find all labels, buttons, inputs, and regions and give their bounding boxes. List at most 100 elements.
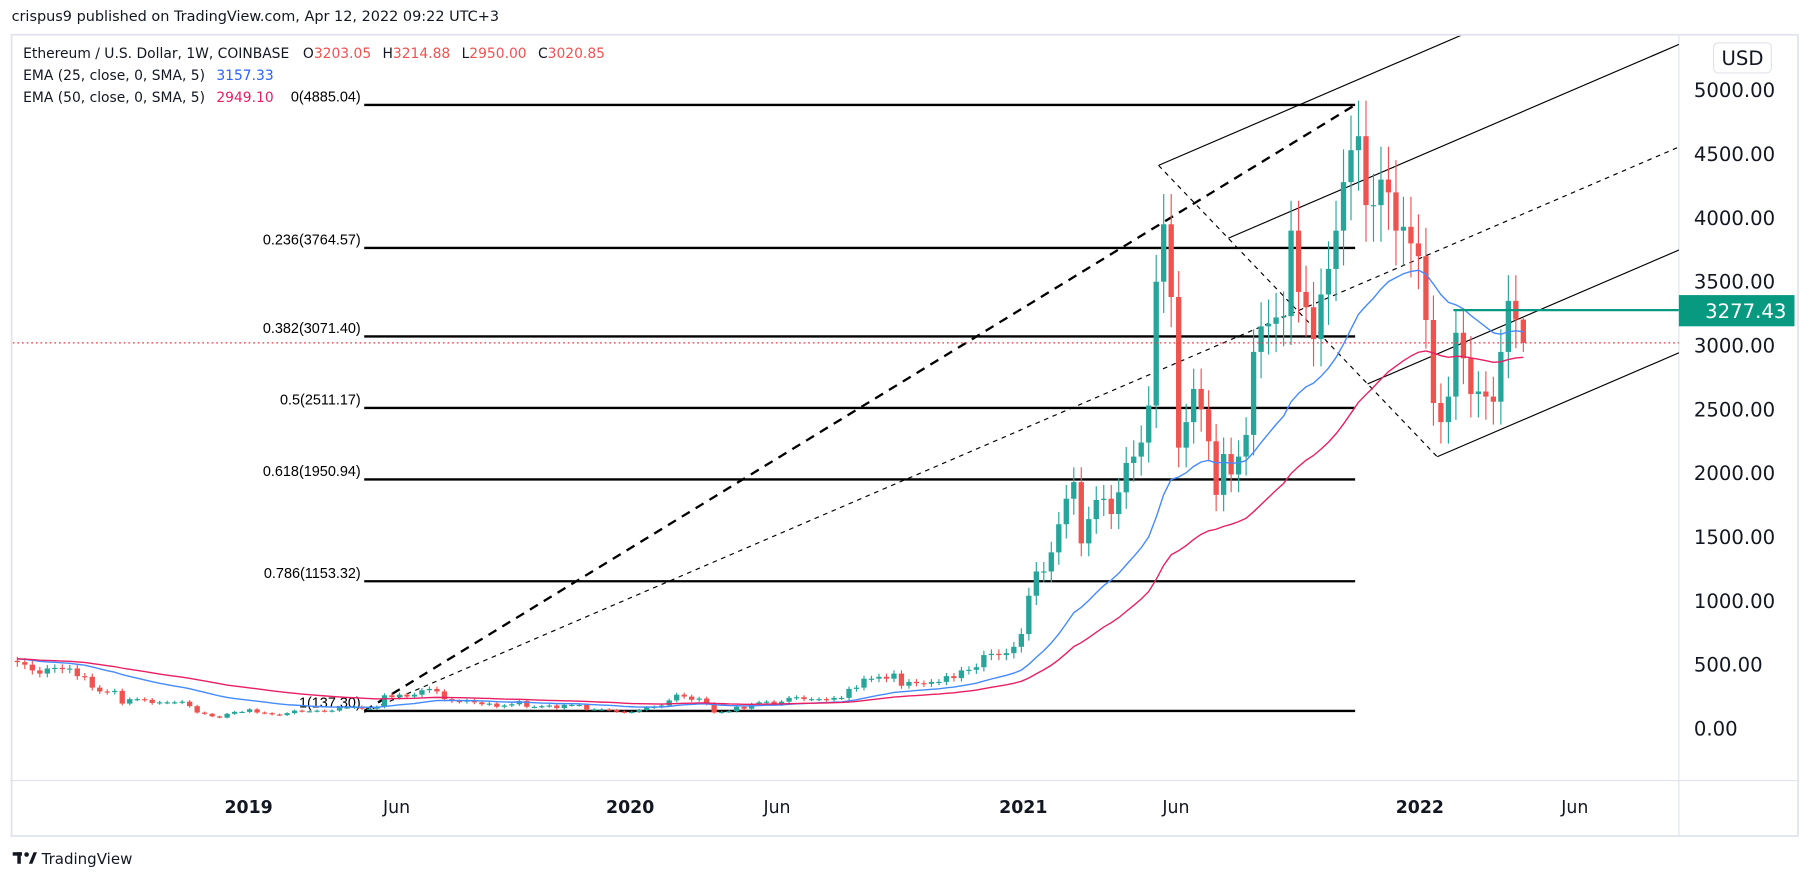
pitchfork-lower-inner-line[interactable] — [1367, 246, 1689, 385]
candle-body — [1288, 230, 1294, 317]
candle — [801, 695, 807, 702]
candle-body — [1063, 498, 1069, 525]
candle — [1295, 200, 1302, 323]
candle — [97, 685, 103, 695]
candle-body — [486, 703, 493, 705]
pitchfork-handle-line[interactable] — [1158, 164, 1438, 458]
time-tick-label: Jun — [382, 798, 410, 818]
candle — [1198, 368, 1204, 432]
candle-body — [82, 676, 88, 678]
candle — [943, 673, 950, 686]
candle-body — [1475, 391, 1482, 395]
candle-body — [1220, 454, 1227, 495]
candle-body — [913, 681, 920, 684]
candle-body — [883, 676, 890, 679]
candle-body — [524, 701, 530, 707]
candle-body — [269, 713, 275, 715]
candle — [1235, 440, 1242, 493]
candle-body — [1078, 482, 1084, 544]
candle — [494, 702, 500, 709]
candle — [898, 670, 905, 689]
candle — [37, 666, 43, 678]
candle-body — [876, 676, 882, 679]
price-tick-label: 1000.00 — [1694, 590, 1775, 613]
candle-body — [134, 699, 140, 701]
candle — [906, 679, 912, 689]
pitchfork-lower-line[interactable] — [1436, 349, 1688, 458]
price-highlight-label-bg — [1678, 295, 1795, 327]
candle — [853, 685, 860, 692]
candle — [1161, 194, 1167, 313]
tradingview-logo[interactable]: TradingView — [12, 850, 133, 868]
candle — [1415, 214, 1422, 290]
ema50-line — [17, 350, 1524, 706]
candle — [142, 697, 148, 702]
candle-body — [1355, 136, 1362, 151]
candle — [194, 704, 200, 714]
candle — [718, 710, 725, 714]
pitchfork-upper-inner-line[interactable] — [1227, 40, 1688, 239]
candle — [1453, 309, 1459, 420]
candle — [59, 664, 65, 674]
time-axis[interactable]: 2019 Jun 2020 Jun 2021 Jun 2022 Jun — [224, 798, 1588, 818]
candle-body — [718, 711, 725, 714]
candle — [14, 656, 21, 667]
candle — [306, 710, 313, 713]
candles-layer — [14, 100, 1526, 719]
candle-body — [1348, 150, 1354, 183]
candle — [996, 649, 1002, 661]
candle — [1153, 254, 1159, 429]
candle — [246, 708, 253, 714]
fib-retracement[interactable]: 0(4885.04) 0.236(3764.57) 0.382(3071.40) 0.… — [263, 89, 1356, 713]
candle — [696, 696, 702, 702]
candle — [561, 703, 567, 710]
candle-body — [1168, 224, 1174, 298]
candle-body — [291, 710, 298, 714]
candle-body — [261, 712, 268, 714]
candle — [74, 664, 80, 680]
candle-body — [1468, 358, 1474, 395]
ema50-legend[interactable]: EMA (50, close, 0, SMA, 5) 2949.10 — [23, 90, 274, 106]
candle-body — [1250, 351, 1257, 435]
currency-button[interactable] — [1712, 42, 1772, 74]
price-tick-label: 3000.00 — [1694, 334, 1775, 357]
candle-body — [621, 711, 627, 713]
candle — [1430, 295, 1437, 426]
high-label: H — [382, 46, 392, 62]
candle — [1003, 648, 1010, 661]
candle — [1011, 641, 1017, 659]
candle-body — [426, 688, 433, 691]
candle-body — [1213, 441, 1219, 495]
candle-body — [434, 688, 440, 692]
candle — [127, 697, 133, 706]
candle — [1318, 268, 1324, 367]
candle-body — [157, 702, 163, 704]
candle — [321, 709, 328, 713]
plot-area[interactable]: 0(4885.04) 0.236(3764.57) 0.382(3071.40) 0.… — [12, 0, 1689, 719]
price-tick-label: 0.00 — [1694, 717, 1738, 740]
pitchfork-upper-line[interactable] — [1158, 0, 1689, 166]
candle — [1063, 484, 1069, 539]
candle-body — [778, 701, 785, 705]
candle — [426, 686, 433, 693]
candle-body — [411, 694, 418, 697]
candle — [231, 710, 238, 715]
candle-body — [936, 681, 942, 684]
candle — [52, 664, 58, 673]
candle-body — [644, 707, 650, 710]
candle — [1228, 437, 1234, 493]
candle-body — [1235, 456, 1242, 475]
candle — [179, 700, 185, 705]
candle-body — [142, 699, 148, 701]
candle-body — [1363, 136, 1369, 206]
tradingview-logo-text: TradingView — [41, 850, 133, 868]
candle-body — [1138, 442, 1144, 457]
time-tick-label: Jun — [1560, 798, 1588, 818]
candle — [1280, 291, 1287, 347]
candle — [936, 679, 942, 686]
ema25-legend[interactable]: EMA (25, close, 0, SMA, 5) 3157.33 — [23, 68, 274, 84]
candle-body — [366, 708, 373, 710]
candle — [1400, 196, 1407, 266]
price-axis[interactable]: USD 5000.00 4500.00 4000.00 3500.00 3000.00 2… — [1678, 42, 1795, 741]
candle-body — [793, 697, 800, 699]
